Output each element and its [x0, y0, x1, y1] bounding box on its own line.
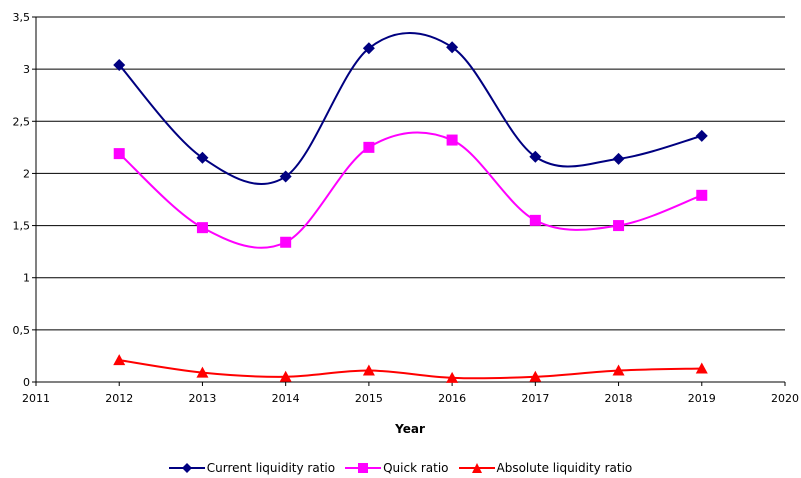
legend-key: [458, 463, 495, 473]
y-tick-label: 0: [23, 376, 30, 389]
legend-marker: [358, 463, 369, 473]
series-current-liquidity-ratio: [113, 31, 708, 186]
data-point: [446, 134, 458, 146]
y-tick-label: 0,5: [13, 324, 31, 337]
legend-key: [345, 463, 382, 473]
data-point: [695, 362, 708, 374]
data-point: [362, 42, 375, 55]
gridlines: [32, 16, 786, 386]
x-tick-label: 2011: [22, 392, 50, 405]
legend-item-absolute-liquidity-ratio: Absolute liquidity ratio: [458, 461, 633, 475]
data-point: [446, 371, 459, 383]
x-tick-labels: 2011 2012 2013 2014 2015 2016 2017 2018 2019 2020: [22, 392, 799, 405]
x-tick-label: 2013: [188, 392, 216, 405]
x-tick-label: 2019: [688, 392, 716, 405]
x-tick-label: 2017: [521, 392, 549, 405]
y-tick-label: 3: [23, 63, 30, 76]
data-point: [446, 41, 459, 54]
data-point: [279, 170, 292, 183]
legend-marker: [181, 463, 192, 473]
legend-key: [168, 463, 205, 473]
data-point: [695, 129, 708, 142]
data-point: [196, 366, 209, 378]
liquidity-ratio-chart: 00,511,522,533,5 2011 2012 2013 2014 2015 201…: [13, 11, 800, 436]
series-line: [118, 31, 703, 186]
y-tick-label: 1: [23, 272, 30, 285]
y-tick-label: 2,5: [13, 115, 31, 128]
x-tick-label: 2020: [771, 392, 799, 405]
data-point: [529, 214, 541, 226]
y-tick-label: 1,5: [13, 220, 31, 233]
data-point: [613, 220, 625, 232]
legend-label: Absolute liquidity ratio: [496, 461, 633, 475]
data-point: [196, 151, 209, 164]
series-group: [113, 31, 708, 383]
legend-marker: [471, 463, 482, 473]
legend-item-quick-ratio: Quick ratio: [345, 461, 449, 475]
data-point: [612, 152, 625, 165]
x-tick-label: 2018: [605, 392, 633, 405]
y-tick-labels: 0 0,5 1 1,5 2 2,5 3 3,5: [13, 11, 31, 389]
legend-label: Quick ratio: [383, 461, 449, 475]
x-tick-label: 2014: [272, 392, 300, 405]
series-quick-ratio: [113, 131, 708, 249]
legend-item-current-liquidity-ratio: Current liquidity ratio: [168, 461, 336, 475]
data-point: [363, 141, 375, 153]
data-point: [612, 364, 625, 376]
data-point: [529, 370, 542, 382]
series-line: [118, 131, 703, 249]
data-point: [362, 364, 375, 376]
x-axis-title: Year: [394, 422, 425, 436]
data-point: [196, 222, 208, 234]
x-tick-label: 2015: [355, 392, 383, 405]
series-absolute-liquidity-ratio: [113, 354, 708, 383]
x-tick-label: 2016: [438, 392, 466, 405]
series-line: [119, 359, 702, 380]
data-point: [279, 370, 292, 382]
y-tick-label: 3,5: [13, 11, 31, 24]
legend: Current liquidity ratio Quick ratio Absolu…: [0, 458, 801, 478]
data-point: [113, 354, 126, 366]
data-point: [280, 236, 292, 248]
legend-label: Current liquidity ratio: [206, 461, 336, 475]
data-point: [113, 148, 125, 160]
data-point: [529, 150, 542, 163]
axes: [35, 17, 785, 383]
y-tick-label: 2: [23, 167, 30, 180]
data-point: [113, 58, 126, 71]
data-point: [696, 189, 708, 201]
x-tick-label: 2012: [105, 392, 133, 405]
